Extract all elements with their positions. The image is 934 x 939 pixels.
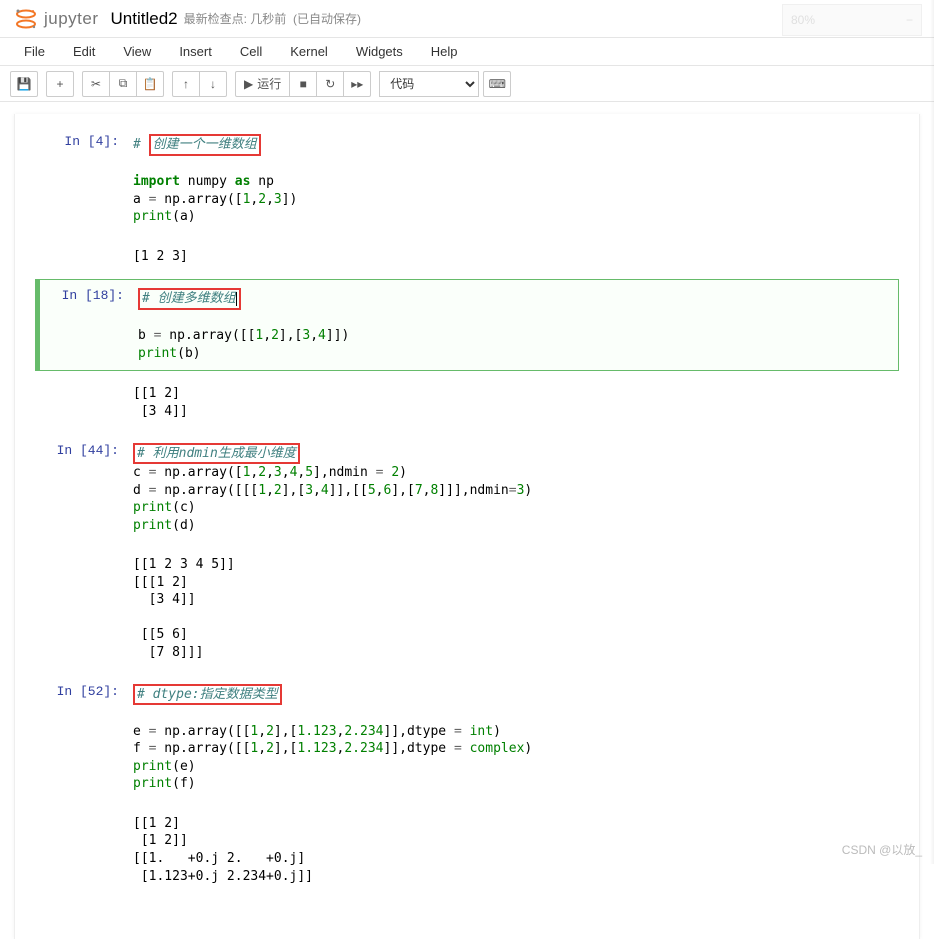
input-prompt: In [4]: <box>35 130 127 230</box>
copy-icon: ⧉ <box>119 76 128 91</box>
paste-icon: 📋 <box>143 77 158 91</box>
checkpoint-status: 最新检查点: 几秒前 (已自动保存) <box>184 10 361 27</box>
output-area: [[1 2] [3 4]] <box>127 381 899 424</box>
stop-button[interactable]: ■ <box>289 71 317 97</box>
paste-button[interactable]: 📋 <box>136 71 164 97</box>
code-area[interactable]: # dtype:指定数据类型 e = np.array([[1,2],[1.12… <box>127 680 899 797</box>
zoom-value: 80% <box>791 13 815 27</box>
cell-type-select[interactable]: 代码 <box>379 71 479 97</box>
output-prompt <box>35 381 127 424</box>
code-area[interactable]: # 创建多维数组 b = np.array([[1,2],[3,4]])prin… <box>132 284 898 366</box>
logo-text: jupyter <box>44 9 99 29</box>
output-cell: [[1 2] [3 4]] <box>35 377 899 428</box>
menu-view[interactable]: View <box>109 40 165 63</box>
code-area[interactable]: # 创建一个一维数组 import numpy as npa = np.arra… <box>127 130 899 230</box>
menu-kernel[interactable]: Kernel <box>276 40 342 63</box>
menubar: File Edit View Insert Cell Kernel Widget… <box>0 38 934 66</box>
toolbar: 💾 + ✂ ⧉ 📋 ↑ ↓ ▶ 运行 ■ ↻ ▸▸ 代码 ⌨ <box>0 66 934 102</box>
input-prompt: In [44]: <box>35 439 127 539</box>
notebook-title[interactable]: Untitled2 <box>111 9 178 29</box>
scroll-shadow <box>930 0 934 864</box>
code-cell[interactable]: In [44]:# 利用ndmin生成最小维度c = np.array([1,2… <box>35 435 899 543</box>
code-cell[interactable]: In [18]:# 创建多维数组 b = np.array([[1,2],[3,… <box>35 279 899 371</box>
code-cell[interactable]: In [4]:# 创建一个一维数组 import numpy as npa = … <box>35 126 899 234</box>
zoom-minus[interactable]: − <box>906 13 913 27</box>
watermark: CSDN @以放_ <box>842 841 922 858</box>
menu-cell[interactable]: Cell <box>226 40 276 63</box>
up-icon: ↑ <box>183 77 189 91</box>
restart-icon: ↻ <box>325 77 335 91</box>
zoom-control[interactable]: 80% − <box>782 4 922 36</box>
stop-icon: ■ <box>300 77 307 91</box>
comment-highlight-box: # dtype:指定数据类型 <box>133 684 282 706</box>
comment-highlight-box: # 利用ndmin生成最小维度 <box>133 443 300 465</box>
move-up-button[interactable]: ↑ <box>172 71 200 97</box>
output-prompt <box>35 244 127 270</box>
output-area: [[1 2] [1 2]][[1. +0.j 2. +0.j] [1.123+0… <box>127 811 899 889</box>
menu-help[interactable]: Help <box>417 40 472 63</box>
output-area: [1 2 3] <box>127 244 899 270</box>
restart-button[interactable]: ↻ <box>316 71 344 97</box>
menu-widgets[interactable]: Widgets <box>342 40 417 63</box>
save-button[interactable]: 💾 <box>10 71 38 97</box>
restart-run-all-button[interactable]: ▸▸ <box>343 71 371 97</box>
run-label: 运行 <box>257 75 281 92</box>
command-palette-button[interactable]: ⌨ <box>483 71 511 97</box>
plus-icon: + <box>56 77 63 91</box>
menu-file[interactable]: File <box>10 40 59 63</box>
output-area: [[1 2 3 4 5]][[[1 2] [3 4]] [[5 6] [7 8]… <box>127 552 899 665</box>
output-prompt <box>35 552 127 665</box>
cut-icon: ✂ <box>91 77 101 91</box>
run-button[interactable]: ▶ 运行 <box>235 71 290 97</box>
input-prompt: In [18]: <box>40 284 132 366</box>
menu-insert[interactable]: Insert <box>165 40 226 63</box>
notebook-container: In [4]:# 创建一个一维数组 import numpy as npa = … <box>14 114 920 939</box>
add-cell-button[interactable]: + <box>46 71 74 97</box>
output-cell: [[1 2 3 4 5]][[[1 2] [3 4]] [[5 6] [7 8]… <box>35 548 899 669</box>
copy-button[interactable]: ⧉ <box>109 71 137 97</box>
output-cell: [1 2 3] <box>35 240 899 274</box>
comment-highlight-box: # 创建多维数组 <box>138 288 241 310</box>
move-down-button[interactable]: ↓ <box>199 71 227 97</box>
notebook-header: jupyter Untitled2 最新检查点: 几秒前 (已自动保存) 80%… <box>0 0 934 38</box>
menu-edit[interactable]: Edit <box>59 40 109 63</box>
code-cell[interactable]: In [52]:# dtype:指定数据类型 e = np.array([[1,… <box>35 676 899 801</box>
jupyter-logo[interactable]: jupyter <box>14 7 99 31</box>
output-cell: [[1 2] [1 2]][[1. +0.j 2. +0.j] [1.123+0… <box>35 807 899 893</box>
comment-highlight-box: 创建一个一维数组 <box>149 134 261 156</box>
cut-button[interactable]: ✂ <box>82 71 110 97</box>
code-area[interactable]: # 利用ndmin生成最小维度c = np.array([1,2,3,4,5],… <box>127 439 899 539</box>
input-prompt: In [52]: <box>35 680 127 797</box>
save-icon: 💾 <box>17 77 32 91</box>
ff-icon: ▸▸ <box>351 77 363 91</box>
run-icon: ▶ <box>244 77 253 91</box>
jupyter-icon <box>14 7 38 31</box>
down-icon: ↓ <box>210 77 216 91</box>
keyboard-icon: ⌨ <box>489 77 506 91</box>
output-prompt <box>35 811 127 889</box>
